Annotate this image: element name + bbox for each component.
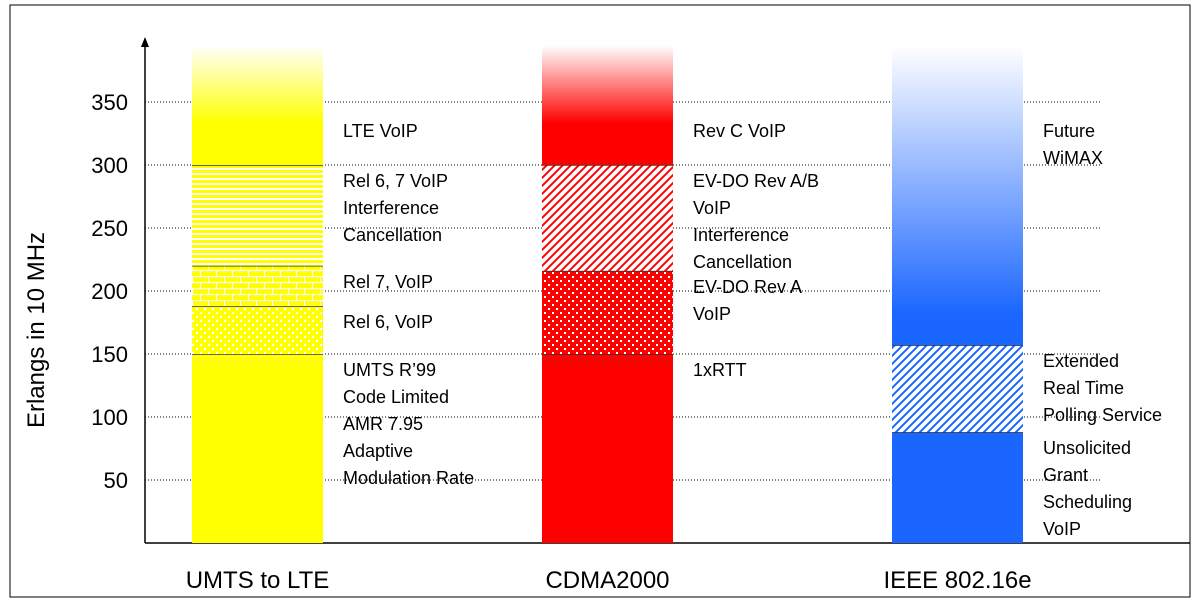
segment-label: Rel 6, VoIP bbox=[343, 312, 433, 332]
bar-segment bbox=[192, 165, 323, 266]
segment-label: Adaptive bbox=[343, 441, 413, 461]
segment-label: Rev C VoIP bbox=[693, 121, 786, 141]
bar-segment bbox=[542, 165, 673, 271]
y-tick-label: 200 bbox=[91, 279, 128, 304]
x-tick-label: UMTS to LTE bbox=[186, 567, 330, 594]
bar-segment bbox=[892, 45, 1023, 346]
segment-label: LTE VoIP bbox=[343, 121, 418, 141]
bar-segment bbox=[542, 270, 673, 354]
frame bbox=[9, 4, 1191, 598]
segment-label: Unsolicited bbox=[1043, 438, 1131, 458]
y-tick-label: 150 bbox=[91, 342, 128, 367]
bar-segment bbox=[192, 354, 323, 543]
bar-segment bbox=[192, 265, 323, 307]
segment-label: Cancellation bbox=[343, 225, 442, 245]
y-axis-arrow bbox=[141, 37, 149, 47]
y-tick-label: 100 bbox=[91, 405, 128, 430]
segment-label: 1xRTT bbox=[693, 360, 747, 380]
bar-segment bbox=[192, 45, 323, 165]
segment-label: VoIP bbox=[1043, 519, 1081, 539]
segment-label: Scheduling bbox=[1043, 492, 1132, 512]
segment-label: Future bbox=[1043, 121, 1095, 141]
segment-label: WiMAX bbox=[1043, 148, 1103, 168]
segment-label: Interference bbox=[343, 198, 439, 218]
y-tick-label: 350 bbox=[91, 90, 128, 115]
segment-label: Rel 6, 7 VoIP bbox=[343, 171, 448, 191]
segment-label: Interference bbox=[693, 225, 789, 245]
y-tick-label: 300 bbox=[91, 153, 128, 178]
segment-label: Cancellation bbox=[693, 252, 792, 272]
segment-label: VoIP bbox=[693, 304, 731, 324]
bar-segment bbox=[192, 306, 323, 354]
y-axis-label: Erlangs in 10 MHz bbox=[23, 232, 50, 428]
bar-segment bbox=[892, 345, 1023, 433]
segment-label: Real Time bbox=[1043, 378, 1124, 398]
segment-label: Code Limited bbox=[343, 387, 449, 407]
y-tick-label: 250 bbox=[91, 216, 128, 241]
segment-label: UMTS R’99 bbox=[343, 360, 436, 380]
y-tick-label: 50 bbox=[104, 468, 128, 493]
segment-label: VoIP bbox=[693, 198, 731, 218]
segment-label: Polling Service bbox=[1043, 405, 1162, 425]
segment-label: AMR 7.95 bbox=[343, 414, 423, 434]
bar-segment bbox=[542, 354, 673, 543]
segment-label: Modulation Rate bbox=[343, 468, 474, 488]
bar-segment bbox=[892, 432, 1023, 543]
x-tick-label: CDMA2000 bbox=[545, 567, 669, 594]
segment-label: Rel 7, VoIP bbox=[343, 272, 433, 292]
bar-segment bbox=[542, 45, 673, 165]
x-tick-label: IEEE 802.16e bbox=[883, 567, 1031, 594]
segment-label: Extended bbox=[1043, 351, 1119, 371]
segment-label: Grant bbox=[1043, 465, 1088, 485]
segment-label: EV-DO Rev A/B bbox=[693, 171, 819, 191]
segment-label: EV-DO Rev A bbox=[693, 277, 802, 297]
